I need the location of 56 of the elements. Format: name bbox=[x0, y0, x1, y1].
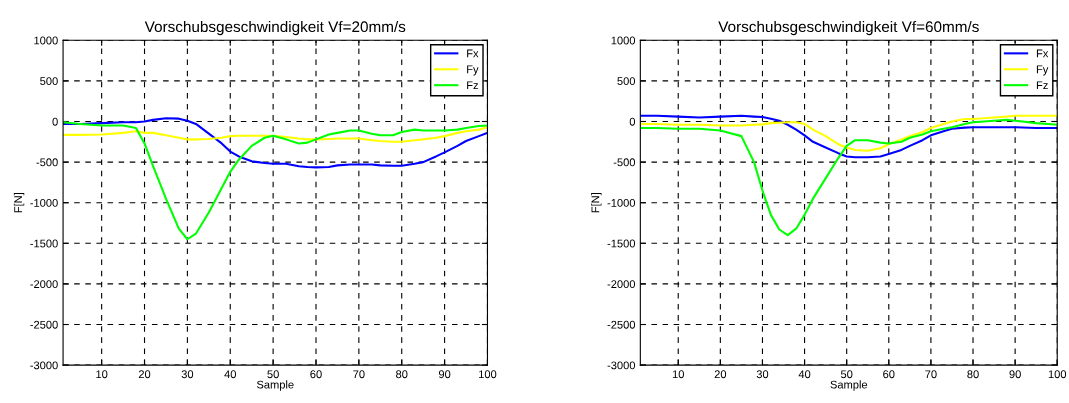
x-tick-label: 50 bbox=[267, 370, 279, 379]
x-tick-label: 50 bbox=[840, 370, 853, 379]
y-tick-label: 1000 bbox=[34, 36, 58, 45]
legend-label: Fy bbox=[467, 65, 479, 76]
y-tick-label: -1500 bbox=[30, 239, 58, 248]
y-tick-label: 500 bbox=[40, 77, 58, 86]
y-tick-label: -2000 bbox=[607, 280, 636, 289]
x-tick-label: 30 bbox=[756, 370, 769, 379]
x-tick-label: 90 bbox=[438, 370, 451, 379]
x-axis-title: Sample bbox=[830, 380, 868, 391]
line-series bbox=[640, 114, 1058, 159]
legend-label: Fx bbox=[467, 49, 479, 58]
chart-title: Vorschubsgeschwindigkeit Vf=20mm/s bbox=[144, 20, 406, 36]
legend-label: Fz bbox=[467, 81, 479, 90]
line-series bbox=[63, 126, 488, 143]
line-series bbox=[63, 121, 488, 241]
x-tick-label: 100 bbox=[1048, 370, 1067, 379]
y-tick-label: -1000 bbox=[607, 198, 636, 207]
x-tick-label: 10 bbox=[96, 370, 108, 379]
y-tick-label: 1000 bbox=[611, 36, 636, 45]
line-series bbox=[640, 114, 1058, 152]
x-tick-label: 80 bbox=[967, 370, 979, 379]
legend-label: Fx bbox=[1036, 49, 1049, 58]
chart-title: Vorschubsgeschwindigkeit Vf=60mm/s bbox=[718, 20, 979, 36]
y-axis-title: F[N] bbox=[13, 193, 25, 213]
y-tick-label: -500 bbox=[613, 158, 636, 167]
x-tick-label: 70 bbox=[353, 370, 365, 379]
y-tick-label: -1500 bbox=[607, 239, 636, 248]
x-tick-label: 40 bbox=[224, 370, 236, 379]
y-tick-label: -3000 bbox=[30, 361, 58, 370]
x-tick-label: 90 bbox=[1009, 370, 1021, 379]
line-series bbox=[63, 117, 488, 169]
x-tick-label: 80 bbox=[396, 370, 408, 379]
x-tick-label: 60 bbox=[310, 370, 322, 379]
y-tick-label: -2500 bbox=[607, 320, 636, 329]
x-tick-label: 20 bbox=[138, 370, 151, 379]
y-tick-label: 500 bbox=[617, 77, 636, 86]
x-tick-label: 30 bbox=[181, 370, 194, 379]
x-tick-label: 20 bbox=[714, 370, 727, 379]
legend-label: Fy bbox=[1036, 65, 1049, 76]
y-tick-label: -1000 bbox=[30, 198, 58, 207]
line-series bbox=[640, 118, 1058, 237]
y-tick-label: -500 bbox=[36, 158, 58, 167]
y-tick-label: -2500 bbox=[30, 320, 58, 329]
x-tick-label: 100 bbox=[479, 370, 497, 379]
x-tick-label: 60 bbox=[883, 370, 895, 379]
y-axis-title: F[N] bbox=[591, 193, 602, 213]
x-tick-label: 70 bbox=[925, 370, 937, 379]
y-tick-label: 0 bbox=[629, 117, 636, 126]
y-tick-label: -2000 bbox=[30, 280, 58, 289]
y-tick-label: 0 bbox=[52, 117, 58, 126]
x-axis-title: Sample bbox=[256, 380, 294, 391]
legend-label: Fz bbox=[1036, 81, 1048, 90]
y-tick-label: -3000 bbox=[607, 361, 636, 370]
x-tick-label: 10 bbox=[672, 370, 684, 379]
x-tick-label: 40 bbox=[798, 370, 811, 379]
